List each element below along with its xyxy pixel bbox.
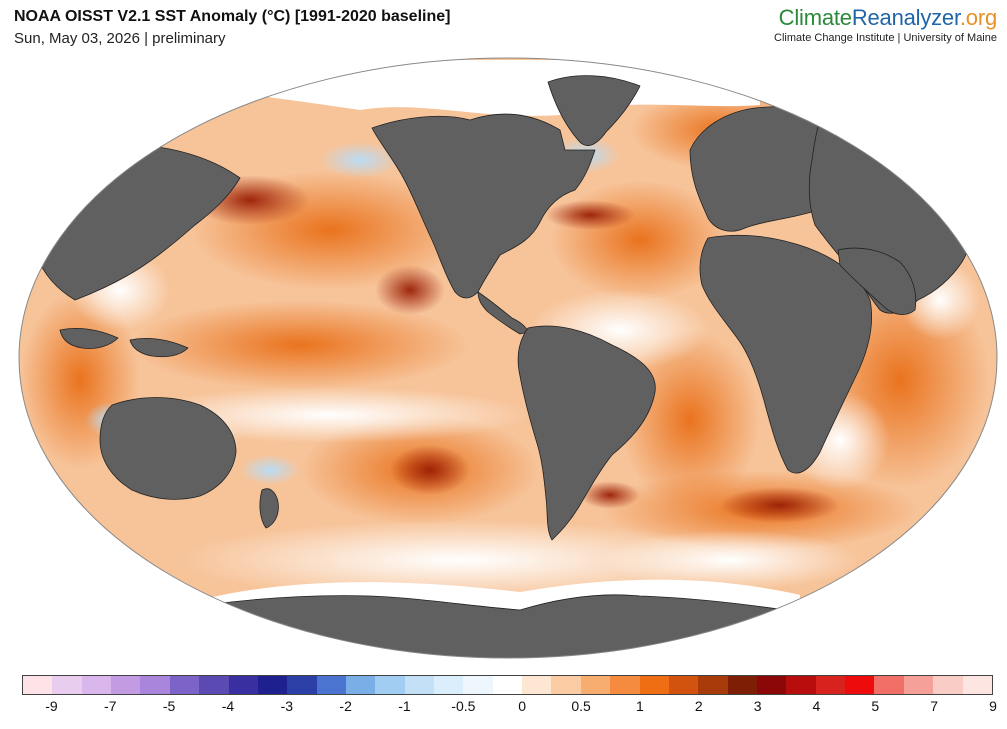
land-indonesia xyxy=(59,328,189,358)
colorbar-swatch xyxy=(81,676,112,694)
colorbar-swatch xyxy=(287,676,317,694)
brand-tagline: Climate Change Institute | University of… xyxy=(774,32,997,44)
brand-logo[interactable]: ClimateReanalyzer.org Climate Change Ins… xyxy=(774,5,997,44)
colorbar-swatch xyxy=(257,676,288,694)
colorbar-swatch xyxy=(169,676,200,694)
colorbar-swatch xyxy=(874,676,904,694)
arctic-sea-ice xyxy=(260,60,760,116)
land-south-america xyxy=(517,325,656,541)
brand-wordmark-climate: Climate xyxy=(778,5,852,30)
colorbar-swatch xyxy=(111,676,141,694)
land-central-america xyxy=(477,291,529,335)
land-new-zealand xyxy=(259,488,279,529)
colorbar-ticks: -9 -7 -5 -4 -3 -2 -1 -0.5 0 0.5 1 2 3 4 5 7 9 xyxy=(22,698,997,718)
colorbar-swatch xyxy=(786,676,816,694)
colorbar-swatch xyxy=(345,676,376,694)
land-arabia-india xyxy=(837,247,917,315)
colorbar-swatch xyxy=(434,676,464,694)
colorbar-swatch xyxy=(404,676,435,694)
colorbar-swatch xyxy=(228,676,258,694)
colorbar-tick-label: -5 xyxy=(162,698,176,714)
brand-wordmark-reanalyzer: Reanalyzer xyxy=(851,5,960,30)
map-date: Sun, May 03, 2026 | preliminary xyxy=(14,30,226,47)
colorbar-swatch xyxy=(639,676,669,694)
colorbar-tick-label: 1 xyxy=(636,698,644,714)
colorbar-swatch xyxy=(815,676,846,694)
colorbar-tick-label: 7 xyxy=(930,698,939,714)
colorbar-swatch xyxy=(316,676,346,694)
colorbar-tick-label: 2 xyxy=(694,698,703,714)
colorbar-swatch xyxy=(23,676,53,694)
colorbar-tick-label: 0 xyxy=(518,698,527,714)
colorbar-tick-label: -9 xyxy=(45,698,58,714)
brand-wordmark-tld: .org xyxy=(959,5,997,30)
map-title: NOAA OISST V2.1 SST Anomaly (°C) [1991-2… xyxy=(14,8,451,25)
land-australia xyxy=(99,397,237,500)
colorbar-swatch xyxy=(551,676,581,694)
colorbar-swatch xyxy=(962,676,992,694)
colorbar-swatch xyxy=(727,676,757,694)
colorbar-swatch xyxy=(375,676,405,694)
land-africa xyxy=(699,234,873,474)
colorbar-tick-label: 0.5 xyxy=(571,698,591,714)
colorbar-swatch xyxy=(140,676,170,694)
colorbar-tick-label: -0.5 xyxy=(451,698,476,714)
colorbar-swatch xyxy=(933,676,963,694)
colorbar-tick-label: -4 xyxy=(221,698,235,714)
colorbar-tick-label: -1 xyxy=(398,698,411,714)
colorbar-swatch xyxy=(522,676,552,694)
colorbar-swatch xyxy=(492,676,523,694)
colorbar-tick-label: 4 xyxy=(812,698,821,714)
colorbar-swatch xyxy=(698,676,728,694)
colorbar-tick-label: 3 xyxy=(753,698,762,714)
colorbar-swatch xyxy=(463,676,493,694)
colorbar-swatch xyxy=(199,676,229,694)
colorbar-swatch xyxy=(610,676,640,694)
colorbar-swatch xyxy=(580,676,611,694)
brand-wordmark: ClimateReanalyzer.org xyxy=(774,5,998,31)
map-outline xyxy=(18,57,998,659)
colorbar xyxy=(22,675,993,695)
colorbar-tick-label: 9 xyxy=(989,698,997,714)
colorbar-swatch xyxy=(845,676,875,694)
colorbar-swatch xyxy=(756,676,787,694)
colorbar-tick-label: -7 xyxy=(104,698,117,714)
land-greenland xyxy=(547,75,641,146)
colorbar-tick-label: -2 xyxy=(339,698,352,714)
land-north-america xyxy=(371,113,596,299)
colorbar-swatch xyxy=(903,676,934,694)
colorbar-tick-label: 5 xyxy=(871,698,880,714)
colorbar-swatch xyxy=(668,676,699,694)
colorbar-tick-label: -3 xyxy=(280,698,294,714)
colorbar-swatch xyxy=(52,676,82,694)
